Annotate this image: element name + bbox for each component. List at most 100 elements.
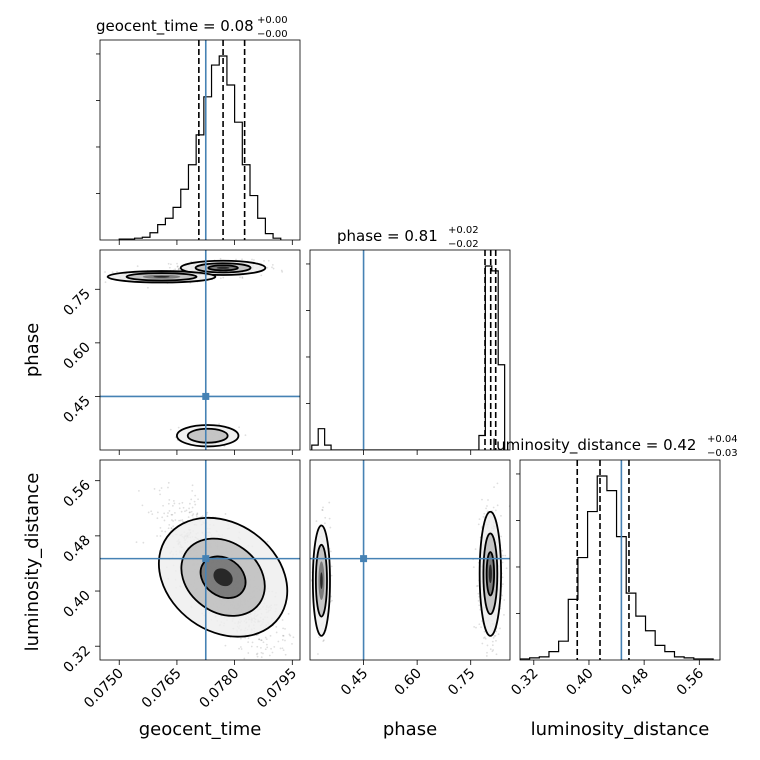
sample-point bbox=[315, 520, 318, 523]
sample-point bbox=[192, 513, 195, 515]
sample-point bbox=[167, 502, 170, 505]
sample-point bbox=[256, 645, 259, 648]
hist-group-luminosity-distance bbox=[520, 460, 714, 660]
sample-point bbox=[328, 517, 331, 520]
xtick-label-luminosity-distance: 0.32 bbox=[508, 666, 541, 699]
sample-point bbox=[485, 507, 487, 510]
sample-point bbox=[481, 642, 484, 645]
panel-frame bbox=[519, 459, 721, 661]
sample-point bbox=[270, 647, 272, 650]
sample-point bbox=[478, 604, 481, 607]
sample-point bbox=[166, 515, 169, 518]
sample-point bbox=[179, 519, 182, 522]
sample-point bbox=[190, 260, 193, 263]
sample-point bbox=[321, 509, 324, 512]
sample-point bbox=[177, 268, 180, 271]
sample-point bbox=[196, 512, 199, 515]
sample-point bbox=[503, 599, 506, 601]
title-phase-plus: +0.02 bbox=[448, 225, 479, 236]
sample-point bbox=[253, 259, 255, 261]
sample-point bbox=[494, 634, 497, 637]
sample-point bbox=[284, 639, 286, 642]
sample-point bbox=[238, 647, 240, 650]
xtick-label-luminosity-distance: 0.48 bbox=[619, 666, 652, 699]
sample-point bbox=[486, 651, 488, 654]
sample-point bbox=[502, 554, 504, 557]
sample-point bbox=[176, 265, 179, 268]
sample-point bbox=[172, 500, 175, 502]
sample-point bbox=[261, 670, 263, 672]
sample-point bbox=[224, 644, 227, 647]
sample-point bbox=[282, 634, 284, 637]
sample-point bbox=[176, 262, 178, 265]
sample-point bbox=[159, 535, 162, 537]
sample-point bbox=[190, 510, 193, 513]
sample-point bbox=[178, 267, 181, 270]
sample-point bbox=[284, 627, 286, 630]
sample-point bbox=[495, 630, 498, 633]
sample-point bbox=[243, 657, 246, 660]
sample-point bbox=[260, 651, 263, 654]
density-level-3 bbox=[488, 564, 492, 584]
data-layer bbox=[97, 40, 714, 672]
sample-point bbox=[272, 267, 275, 270]
sample-point bbox=[159, 493, 161, 496]
sample-point bbox=[256, 652, 259, 655]
sample-point bbox=[280, 269, 283, 272]
sample-point bbox=[97, 274, 99, 276]
sample-point bbox=[331, 599, 333, 602]
sample-point bbox=[178, 502, 181, 505]
contour-2 bbox=[485, 551, 496, 597]
sample-point bbox=[492, 636, 495, 639]
sample-point bbox=[270, 661, 272, 663]
sample-point bbox=[262, 641, 265, 644]
histogram-luminosity-distance bbox=[520, 475, 714, 660]
sample-point bbox=[247, 641, 250, 644]
contour-1 bbox=[125, 272, 198, 282]
sample-point bbox=[503, 614, 505, 616]
sample-point bbox=[219, 257, 222, 260]
sample-point bbox=[292, 636, 295, 639]
sample-point bbox=[489, 648, 492, 651]
sample-point bbox=[188, 502, 191, 505]
sample-point bbox=[282, 627, 285, 630]
sample-point bbox=[281, 619, 284, 621]
sample-point bbox=[168, 510, 171, 512]
sample-point bbox=[181, 501, 184, 504]
sample-point bbox=[275, 631, 278, 634]
sample-point bbox=[499, 627, 501, 630]
sample-point bbox=[493, 486, 495, 489]
sample-point bbox=[170, 513, 173, 516]
sample-point bbox=[169, 263, 172, 266]
sample-point bbox=[182, 506, 185, 509]
panel-frame bbox=[99, 39, 301, 241]
sample-point bbox=[260, 639, 262, 641]
panel-frame bbox=[309, 459, 511, 661]
sample-point bbox=[241, 258, 243, 261]
xlabel-luminosity-distance: luminosity_distance bbox=[531, 719, 710, 740]
sample-point bbox=[168, 266, 171, 269]
panel-geocent-time-vs-luminosity-distance bbox=[100, 460, 300, 672]
sample-point bbox=[241, 276, 244, 279]
sample-point bbox=[271, 651, 274, 654]
sample-point bbox=[321, 508, 324, 511]
sample-point bbox=[329, 526, 332, 529]
sample-point bbox=[247, 637, 250, 640]
sample-point bbox=[284, 653, 287, 656]
sample-point bbox=[485, 655, 488, 657]
sample-point bbox=[475, 626, 477, 629]
sample-point bbox=[219, 277, 222, 280]
sample-point bbox=[167, 512, 169, 514]
sample-point bbox=[174, 268, 177, 271]
xlabel-phase: phase bbox=[383, 719, 437, 740]
sample-point bbox=[265, 643, 268, 646]
sample-point bbox=[484, 637, 487, 640]
sample-point bbox=[505, 567, 508, 570]
ytick-label-luminosity-distance: 0.48 bbox=[60, 532, 93, 565]
sample-point bbox=[500, 514, 502, 517]
sample-point bbox=[504, 554, 507, 557]
sample-point bbox=[475, 585, 478, 587]
ytick-label-luminosity-distance: 0.40 bbox=[60, 588, 93, 621]
contour-1 bbox=[194, 262, 252, 274]
histogram-phase bbox=[311, 265, 506, 450]
